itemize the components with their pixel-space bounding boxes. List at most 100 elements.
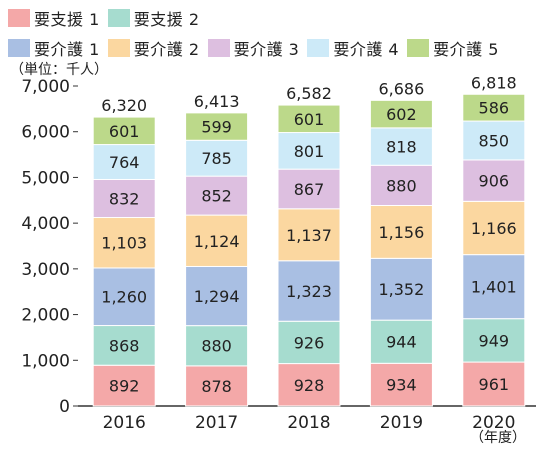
segment-value-label: 818	[386, 138, 417, 157]
segment-value-label: 601	[109, 122, 140, 141]
legend-label-youkaigo-1: 要介護 1	[34, 40, 100, 59]
segment-value-label: 1,401	[471, 278, 517, 297]
segment-value-label: 868	[109, 336, 140, 355]
bar-segment	[462, 254, 526, 320]
bar-segment	[185, 265, 249, 327]
segment-value-label: 1,103	[101, 234, 147, 253]
x-tick-label: 2016	[103, 413, 146, 433]
bar-segment	[92, 116, 156, 146]
segment-value-label: 944	[386, 333, 417, 352]
segment-value-label: 1,166	[471, 219, 517, 238]
segment-value-label: 852	[201, 187, 232, 206]
segment-value-label: 601	[294, 110, 325, 129]
bar-segment	[185, 365, 249, 407]
legend-label-youkaigo-2: 要介護 2	[133, 40, 200, 59]
legend-swatch-youkaigo-4	[307, 39, 330, 57]
legend-label-youkaigo-3: 要介護 3	[233, 40, 300, 59]
legend-item-youshien-2: 要支援 2	[107, 6, 200, 30]
bar-segment	[277, 104, 341, 134]
bar-segment	[277, 363, 341, 407]
legend: 要支援 1 要支援 2 要介護 1 要介護 2 要介護 3 要介護 4 要介護 …	[8, 6, 538, 66]
segment-value-label: 892	[109, 377, 140, 396]
bar-segment	[185, 139, 249, 177]
segment-value-label: 1,294	[194, 287, 240, 306]
segment-value-label: 926	[294, 333, 325, 352]
x-axis-label: （年度）	[470, 430, 526, 446]
segment-value-label: 832	[109, 190, 140, 209]
segment-value-label: 1,323	[286, 282, 332, 301]
legend-swatch-youshien-1	[8, 9, 30, 27]
segment-value-label: 928	[294, 376, 325, 395]
y-tick-label: 3,000	[21, 260, 70, 280]
segment-value-label: 878	[201, 377, 232, 396]
bar-segment	[462, 93, 526, 122]
x-tick-label: 2018	[287, 413, 330, 433]
x-tick-label: 2020	[472, 413, 515, 433]
segment-value-label: 785	[201, 149, 232, 168]
segment-value-label: 880	[386, 176, 417, 195]
bar-segment	[462, 318, 526, 363]
segment-value-label: 906	[479, 172, 510, 191]
bar-segment	[185, 112, 249, 141]
bar-segment	[369, 362, 433, 407]
segment-value-label: 949	[479, 331, 510, 350]
bar-segment	[185, 175, 249, 216]
legend-label-youkaigo-4: 要介護 4	[333, 40, 400, 59]
legend-item-youkaigo-5: 要介護 5	[407, 36, 499, 60]
legend-swatch-youkaigo-1	[8, 39, 30, 57]
y-tick-label: 7,000	[21, 77, 70, 97]
y-tick-label: 4,000	[21, 214, 70, 234]
legend-swatch-youshien-2	[107, 9, 130, 27]
bar-segment	[92, 325, 156, 366]
x-tick-label: 2017	[195, 413, 238, 433]
segment-value-label: 850	[479, 131, 510, 150]
legend-item-youkaigo-3: 要介護 3	[207, 36, 300, 60]
bar-segment	[185, 325, 249, 367]
legend-label-youshien-2: 要支援 2	[133, 10, 200, 29]
bar-segment	[92, 364, 156, 407]
y-tick-label: 0	[59, 397, 70, 417]
total-label: 6,818	[471, 73, 517, 92]
segment-value-label: 801	[294, 142, 325, 161]
legend-label-youshien-1: 要支援 1	[34, 10, 100, 29]
segment-value-label: 1,352	[378, 280, 424, 299]
segment-value-label: 599	[201, 118, 232, 137]
y-tick-label: 2,000	[21, 306, 70, 326]
segment-value-label: 1,137	[286, 226, 332, 245]
axes: 0 1,000 2,000 3,000 4,000 5,000 6,000 7,000 2016…	[21, 77, 536, 433]
segment-value-label: 1,124	[194, 232, 240, 251]
bars	[92, 93, 526, 407]
legend-item-youshien-1: 要支援 1	[8, 6, 100, 30]
bar-segment	[462, 120, 526, 161]
bar-segment	[277, 208, 341, 262]
bar-segment	[92, 144, 156, 180]
legend-item-youkaigo-4: 要介護 4	[307, 36, 399, 60]
bar-segment	[369, 99, 433, 129]
bar-segment	[185, 214, 249, 267]
bar-segment	[369, 319, 433, 364]
segment-value-label: 867	[294, 180, 325, 199]
bar-segment	[462, 361, 526, 407]
legend-row-2: 要介護 1 要介護 2 要介護 3 要介護 4 要介護 5	[8, 36, 538, 60]
legend-swatch-youkaigo-5	[407, 39, 430, 57]
segment-value-label: 880	[201, 337, 232, 356]
total-label: 6,686	[378, 79, 424, 98]
bar-segment	[462, 200, 526, 256]
legend-item-youkaigo-1: 要介護 1	[8, 36, 100, 60]
y-tick-label: 1,000	[21, 351, 70, 371]
legend-swatch-youkaigo-2	[107, 39, 130, 57]
y-tick-label: 6,000	[21, 123, 70, 143]
x-tick-label: 2019	[380, 413, 423, 433]
segment-value-label: 586	[479, 99, 510, 118]
bar-segment	[277, 168, 341, 210]
y-tick-label: 5,000	[21, 168, 70, 188]
total-label: 6,582	[286, 84, 332, 103]
legend-item-youkaigo-2: 要介護 2	[107, 36, 200, 60]
segment-value-label: 1,260	[101, 288, 147, 307]
data-labels: 892 868 1,260 1,103 832 764 601 6,320 878 880 1,29…	[101, 73, 516, 396]
bar-segment	[369, 204, 433, 259]
total-label: 6,320	[101, 96, 147, 115]
bar-segment	[277, 260, 341, 322]
legend-label-youkaigo-5: 要介護 5	[433, 40, 499, 59]
